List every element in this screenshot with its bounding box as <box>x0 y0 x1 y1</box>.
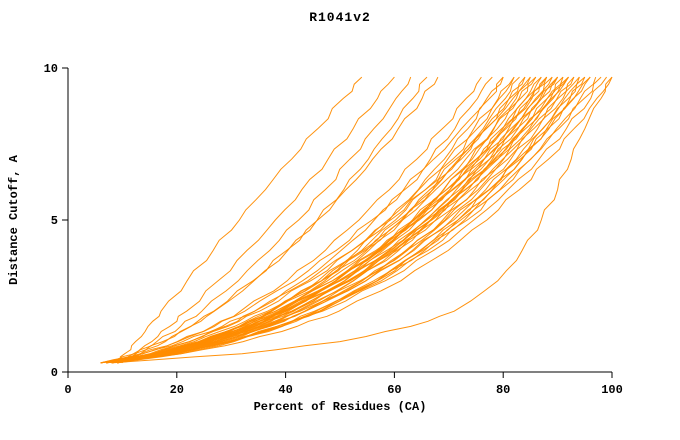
chart-title: R1041v2 <box>309 10 371 25</box>
series-line <box>105 76 537 364</box>
series-line <box>100 76 608 364</box>
series-line <box>111 76 569 364</box>
series-line <box>100 76 531 364</box>
series-line <box>106 76 526 364</box>
x-tick-label: 60 <box>387 383 401 397</box>
series-line <box>100 76 504 364</box>
x-tick-label: 0 <box>64 383 71 397</box>
series-line <box>121 76 395 364</box>
series-line <box>100 76 553 364</box>
x-tick-label: 80 <box>496 383 510 397</box>
series-line <box>116 76 564 364</box>
x-axis-label: Percent of Residues (CA) <box>253 400 427 414</box>
series-line <box>100 76 591 364</box>
y-tick-label: 10 <box>44 62 58 76</box>
series-line <box>100 76 520 364</box>
y-tick-label: 0 <box>51 366 58 380</box>
series-line <box>111 76 602 364</box>
series-line <box>111 76 586 364</box>
series-line <box>106 76 575 364</box>
series-line <box>116 76 526 364</box>
series-line <box>116 76 580 364</box>
series-line <box>116 76 569 364</box>
series-line <box>100 76 580 364</box>
y-tick-label: 5 <box>51 214 58 228</box>
x-tick-label: 100 <box>601 383 623 397</box>
x-tick-label: 40 <box>278 383 292 397</box>
series-line <box>111 76 613 364</box>
series-line <box>116 76 363 364</box>
series-line <box>100 76 569 364</box>
series-line <box>106 76 613 364</box>
series-line <box>116 76 548 364</box>
series-line <box>111 76 412 364</box>
series-line <box>105 76 559 364</box>
series-line <box>105 76 428 364</box>
series-line <box>106 76 586 364</box>
series-line <box>116 76 439 364</box>
x-tick-label: 20 <box>170 383 184 397</box>
